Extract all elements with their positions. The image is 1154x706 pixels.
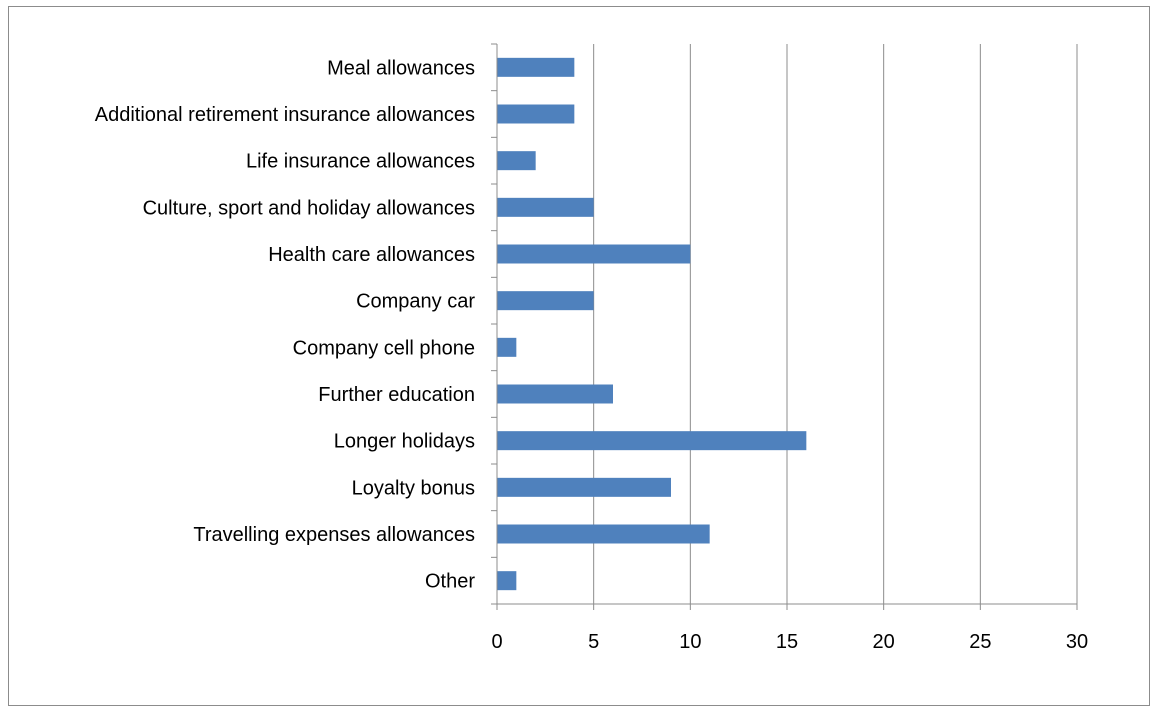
x-tick-label: 20: [873, 631, 895, 653]
bar: [497, 104, 575, 124]
x-tick-label: 5: [588, 631, 599, 653]
bar: [497, 291, 594, 311]
category-label: Health care allowances: [268, 244, 475, 266]
category-label: Longer holidays: [334, 431, 475, 453]
chart-frame: [8, 6, 1150, 706]
x-tick-label: 30: [1066, 631, 1088, 653]
bar: [497, 524, 710, 544]
x-tick-labels: 0 5 10 15 20 25 30: [491, 631, 1088, 653]
bar: [497, 431, 807, 451]
category-label: Loyalty bonus: [352, 477, 475, 499]
category-label: Company car: [356, 291, 475, 313]
category-label: Meal allowances: [327, 57, 475, 79]
gridlines: [491, 43, 1078, 610]
bar: [497, 244, 691, 264]
bar-chart: Meal allowances Additional retirement ins…: [95, 43, 1088, 653]
bar: [497, 197, 594, 217]
category-label: Culture, sport and holiday allowances: [143, 197, 475, 219]
x-tick-label: 0: [491, 631, 502, 653]
bar: [497, 571, 517, 591]
x-tick-label: 10: [679, 631, 701, 653]
category-label: Other: [425, 571, 475, 593]
x-tick-label: 15: [776, 631, 798, 653]
category-label: Travelling expenses allowances: [193, 524, 475, 546]
bar: [497, 151, 536, 171]
bar: [497, 57, 575, 77]
x-tick-label: 25: [969, 631, 991, 653]
bar: [497, 477, 671, 497]
category-label: Company cell phone: [293, 337, 475, 359]
category-labels: Meal allowances Additional retirement ins…: [95, 57, 476, 592]
bars: [497, 57, 807, 591]
bar: [497, 384, 613, 404]
bar: [497, 337, 517, 357]
axes: [496, 44, 1077, 605]
category-label: Additional retirement insurance allowanc…: [95, 104, 475, 126]
category-label: Life insurance allowances: [246, 151, 475, 173]
category-label: Further education: [318, 384, 475, 406]
